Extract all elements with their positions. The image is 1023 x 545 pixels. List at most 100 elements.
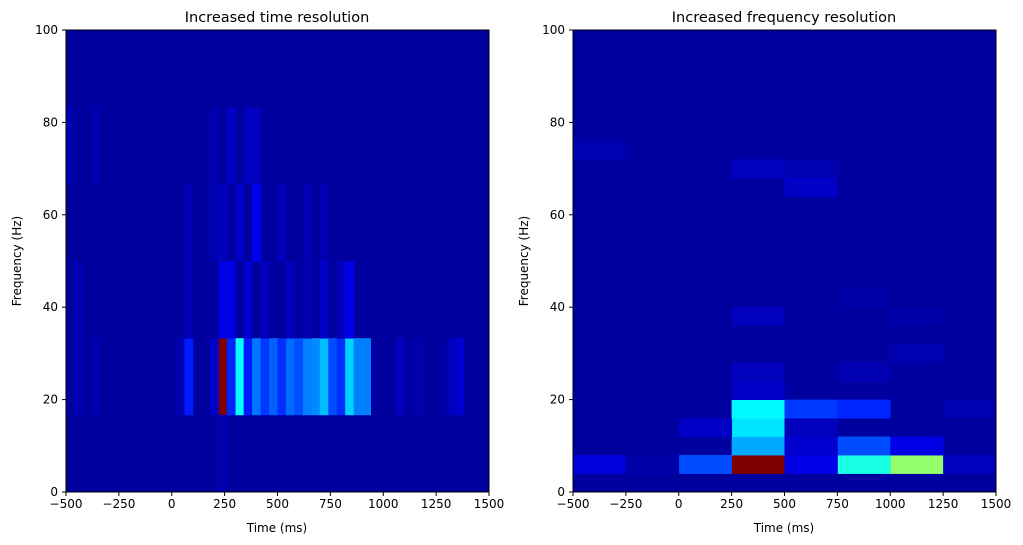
y-tick-label-1: 20 <box>43 393 58 407</box>
heatmap-cell-0 <box>218 338 228 416</box>
heatmap-cell-4 <box>784 455 838 474</box>
x-tick-label-7: 1250 <box>421 497 452 511</box>
heatmap-cell-16 <box>784 399 838 419</box>
heatmap-cell-33 <box>336 261 346 339</box>
heatmap-cell-22 <box>412 338 422 416</box>
heatmap-cell-23 <box>731 307 785 327</box>
heatmap-cell-9 <box>837 436 891 456</box>
heatmap-cell-26 <box>91 338 101 416</box>
y-axis-label: Frequency (Hz) <box>10 216 24 307</box>
y-tick-label-5: 100 <box>542 23 565 37</box>
heatmap-cell-24 <box>455 338 465 416</box>
heatmap-cell-32 <box>319 261 329 339</box>
heatmap-cell-25 <box>837 288 891 308</box>
heatmap-cell-14 <box>784 418 838 437</box>
heatmap-cell-7 <box>277 338 287 416</box>
heatmap-cell-12 <box>731 418 785 437</box>
y-tick-label-2: 40 <box>550 300 565 314</box>
heatmap-cell-10 <box>890 436 944 456</box>
time-resolution-panel: Increased time resolution Time (ms) Freq… <box>10 10 504 535</box>
y-tick-label-5: 100 <box>35 23 58 37</box>
heatmap-cell-46 <box>243 107 253 185</box>
heatmap-cell-21 <box>395 338 405 416</box>
heatmap-cell-29 <box>260 261 270 339</box>
heatmap-cell-39 <box>252 183 261 262</box>
heatmap-cell-40 <box>277 183 287 262</box>
heatmap-cell-50 <box>91 107 101 185</box>
x-tick-label-0: −500 <box>50 497 83 511</box>
heatmap-cell-35 <box>184 261 194 339</box>
heatmap-cell-28 <box>731 159 785 179</box>
heatmap-cell-20 <box>731 362 785 382</box>
x-tick-label-8: 1500 <box>474 497 505 511</box>
heatmap-cell-23 <box>446 338 456 416</box>
heatmap-cell-1 <box>890 455 944 474</box>
x-tick-label-4: 500 <box>266 497 289 511</box>
heatmap-cell-27 <box>218 261 236 339</box>
heatmap-cell-21 <box>837 362 891 382</box>
x-tick-label-4: 500 <box>773 497 796 511</box>
x-tick-label-5: 750 <box>319 497 342 511</box>
x-tick-label-2: 0 <box>168 497 176 511</box>
heatmap-cell-26 <box>784 177 838 197</box>
heatmap-cell-5 <box>260 338 270 416</box>
chart-title: Increased time resolution <box>185 10 370 26</box>
heatmap-cell-12 <box>319 338 329 416</box>
x-tick-label-3: 250 <box>720 497 743 511</box>
y-axis-label: Frequency (Hz) <box>517 216 531 307</box>
heatmap-cell-20 <box>209 338 219 416</box>
heatmap-cell-3 <box>678 455 733 474</box>
heatmap-cell-2 <box>226 338 236 416</box>
heatmap-cell-3 <box>243 338 253 416</box>
heatmap-cell-38 <box>235 183 245 262</box>
heatmap-cell-37 <box>218 183 228 262</box>
heatmap-cell-7 <box>625 455 680 474</box>
x-tick-label-6: 1000 <box>368 497 399 511</box>
heatmap-cell-4 <box>252 338 261 416</box>
heatmap-cell-34 <box>345 261 355 339</box>
x-axis-label: Time (ms) <box>246 521 308 535</box>
heatmap-cell-6 <box>269 338 278 416</box>
x-tick-label-0: −500 <box>557 497 590 511</box>
heatmap-cell-36 <box>74 261 84 339</box>
heatmap-cell-13 <box>328 338 338 416</box>
x-tick-label-7: 1250 <box>928 497 959 511</box>
heatmap-cell-27 <box>784 159 838 179</box>
x-axis-label: Time (ms) <box>753 521 815 535</box>
heatmap-cell-8 <box>285 338 295 416</box>
heatmap-cell-25 <box>74 338 84 416</box>
heatmap-cell-10 <box>302 338 312 416</box>
heatmap-cell-22 <box>890 344 944 364</box>
y-tick-label-4: 80 <box>550 115 565 129</box>
heatmap-cell-19 <box>184 338 194 416</box>
heatmap-cell-24 <box>890 307 944 327</box>
y-tick-label-1: 20 <box>550 393 565 407</box>
heatmap-cell-18 <box>175 338 185 416</box>
heatmap-cell-41 <box>302 183 312 262</box>
heatmap-cell-17 <box>837 399 891 419</box>
heatmap-cell-9 <box>294 338 304 416</box>
x-tick-label-2: 0 <box>675 497 683 511</box>
x-tick-label-8: 1500 <box>981 497 1012 511</box>
x-tick-label-6: 1000 <box>875 497 906 511</box>
heatmap-cell-15 <box>731 399 785 419</box>
heatmap-cell-11 <box>784 436 838 456</box>
heatmap-cell-13 <box>678 418 733 437</box>
heatmap-cell-29 <box>573 140 627 160</box>
heatmap-cell-31 <box>302 261 312 339</box>
heatmap-cell-30 <box>285 261 295 339</box>
heatmap-cell-43 <box>209 183 219 262</box>
heatmap-cell-48 <box>209 107 219 185</box>
heatmap-cell-15 <box>345 338 355 416</box>
y-tick-label-4: 80 <box>43 115 58 129</box>
y-tick-label-3: 60 <box>550 208 565 222</box>
heatmap-cell-1 <box>235 338 245 416</box>
y-tick-label-0: 0 <box>50 485 58 499</box>
heatmap-plot-area: −500 −250 0 250 500 750 1000 1250 1500 0 20 40 60 80 1… <box>542 23 1011 511</box>
heatmap-cell-51 <box>218 414 228 493</box>
heatmap-cell-5 <box>573 455 627 474</box>
x-tick-label-1: −250 <box>102 497 135 511</box>
heatmap-cell-47 <box>252 107 261 185</box>
x-tick-label-5: 750 <box>826 497 849 511</box>
